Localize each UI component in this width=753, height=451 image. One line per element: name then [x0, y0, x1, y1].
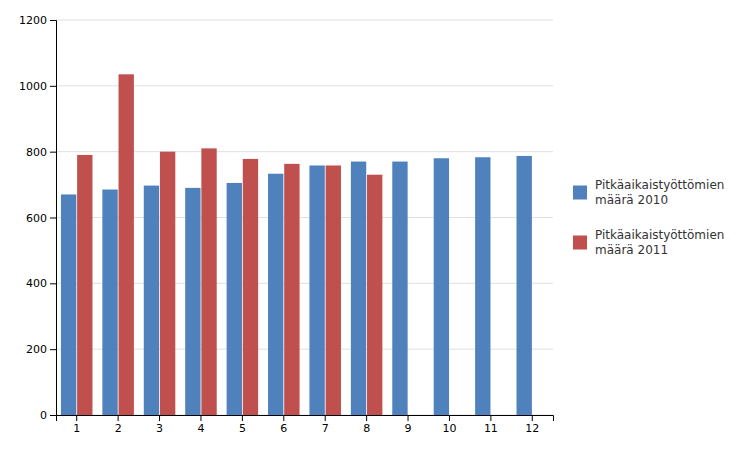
- y-tick-mark: [50, 86, 56, 87]
- y-axis-line: [50, 21, 57, 416]
- legend-label: Pitkäaikaistyöttömienmäärä 2011: [595, 228, 724, 257]
- bar: [284, 164, 299, 415]
- bar-series: [77, 74, 382, 415]
- y-tick-label: 0: [40, 409, 47, 422]
- bar: [434, 158, 449, 415]
- x-tick-label: 2: [115, 422, 122, 435]
- legend-swatch: [573, 236, 587, 250]
- x-tick-mark: [532, 415, 533, 421]
- x-tick: 8: [363, 415, 370, 435]
- y-tick-label: 400: [26, 277, 47, 290]
- y-tick: 200: [26, 343, 56, 356]
- y-tick-mark: [50, 152, 56, 153]
- bar: [268, 174, 283, 415]
- x-tick-label: 7: [322, 422, 329, 435]
- y-axis: 0 200 400 600 800 1000 1200: [19, 14, 57, 422]
- y-tick: 800: [26, 146, 56, 159]
- chart: 020040060080010001200123456789101112Pitk…: [0, 0, 753, 451]
- x-tick-label: 3: [156, 422, 163, 435]
- bars: [61, 74, 532, 415]
- legend: Pitkäaikaistyöttömienmäärä 2010 Pitkäaika…: [573, 178, 724, 257]
- x-tick: 10: [442, 415, 456, 435]
- x-axis-line: [57, 416, 554, 422]
- x-tick-mark: [408, 415, 409, 421]
- chart-container: 020040060080010001200123456789101112Pitk…: [0, 0, 753, 451]
- legend-label: Pitkäaikaistyöttömienmäärä 2010: [595, 178, 724, 207]
- y-tick: 600: [26, 212, 56, 225]
- bar: [201, 148, 216, 415]
- bar: [367, 175, 382, 415]
- x-tick-label: 9: [405, 422, 412, 435]
- x-tick: 7: [322, 415, 329, 435]
- y-tick-mark: [50, 283, 56, 284]
- x-tick-mark: [159, 415, 160, 421]
- x-tick-mark: [283, 415, 284, 421]
- y-tick-mark: [50, 218, 56, 219]
- y-tick-label: 200: [26, 343, 47, 356]
- y-tick-mark: [50, 20, 56, 21]
- y-tick: 1200: [19, 14, 56, 27]
- x-tick-mark: [242, 415, 243, 421]
- x-tick-mark: [490, 415, 491, 421]
- bar: [517, 156, 532, 415]
- y-tick-label: 1200: [19, 14, 47, 27]
- y-tick: 0: [40, 409, 56, 422]
- bar: [185, 188, 200, 415]
- x-tick-mark: [449, 415, 450, 421]
- x-tick-label: 1: [73, 422, 80, 435]
- bar: [309, 165, 324, 415]
- legend-swatch: [573, 186, 587, 200]
- bar: [475, 157, 490, 415]
- bar: [119, 74, 134, 415]
- x-tick-label: 10: [442, 422, 456, 435]
- x-tick: 2: [115, 415, 122, 435]
- bar: [61, 194, 76, 415]
- bar: [243, 159, 258, 415]
- legend-item: Pitkäaikaistyöttömienmäärä 2010: [573, 178, 724, 207]
- bar: [227, 183, 242, 415]
- bar: [160, 152, 175, 415]
- bar: [326, 165, 341, 415]
- grid: [56, 20, 553, 415]
- y-tick-label: 800: [26, 146, 47, 159]
- x-tick: 12: [525, 415, 539, 435]
- y-tick-label: 600: [26, 212, 47, 225]
- legend-item: Pitkäaikaistyöttömienmäärä 2011: [573, 228, 724, 257]
- x-tick-mark: [76, 415, 77, 421]
- x-tick: 6: [280, 415, 287, 435]
- y-tick: 1000: [19, 80, 56, 93]
- x-tick-label: 5: [239, 422, 246, 435]
- x-tick: 3: [156, 415, 163, 435]
- x-tick-mark: [325, 415, 326, 421]
- bar: [102, 190, 117, 415]
- x-tick-mark: [366, 415, 367, 421]
- x-tick-label: 11: [484, 422, 498, 435]
- x-tick-mark: [200, 415, 201, 421]
- bar: [392, 162, 407, 415]
- bar: [144, 186, 159, 415]
- x-tick-label: 12: [525, 422, 539, 435]
- x-tick-label: 4: [197, 422, 204, 435]
- plot: 020040060080010001200123456789101112: [19, 14, 554, 435]
- x-axis: 123456789101112: [57, 415, 554, 435]
- x-tick: 5: [239, 415, 246, 435]
- x-tick: 9: [405, 415, 412, 435]
- bar: [77, 155, 92, 415]
- y-tick-mark: [50, 415, 56, 416]
- x-tick: 1: [73, 415, 80, 435]
- y-tick-mark: [50, 349, 56, 350]
- x-tick-label: 8: [363, 422, 370, 435]
- x-tick: 4: [197, 415, 204, 435]
- x-tick: 11: [484, 415, 498, 435]
- bar: [351, 162, 366, 415]
- x-tick-label: 6: [280, 422, 287, 435]
- x-tick-mark: [118, 415, 119, 421]
- y-tick: 400: [26, 277, 56, 290]
- y-tick-label: 1000: [19, 80, 47, 93]
- grid-line: [56, 20, 553, 21]
